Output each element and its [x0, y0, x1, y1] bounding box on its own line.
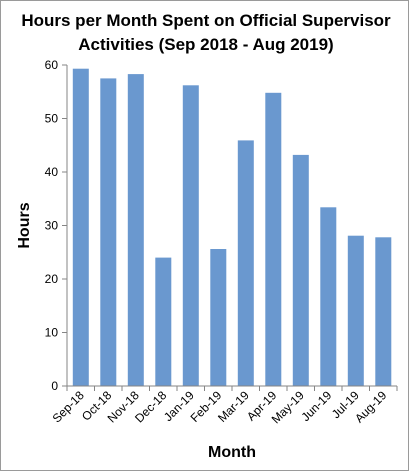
y-tick-label: 40: [45, 165, 59, 179]
bar: [265, 92, 282, 387]
bar: [320, 207, 337, 386]
x-tick-label: Mar-19: [215, 388, 252, 425]
chart-title: Hours per Month Spent on Official Superv…: [11, 9, 401, 57]
x-axis-title: Month: [208, 444, 256, 461]
bar: [347, 235, 364, 386]
y-tick-label: 60: [45, 58, 59, 72]
y-tick-label: 20: [45, 272, 59, 286]
x-tick-label: Dec-18: [132, 388, 169, 425]
bar: [127, 74, 144, 386]
bar: [182, 85, 199, 387]
bar: [72, 68, 89, 386]
y-tick-label: 0: [51, 379, 58, 393]
y-tick-label: 50: [45, 112, 59, 126]
bar: [375, 237, 392, 386]
x-tick-label: Jun-19: [299, 388, 335, 424]
chart-title-line-2: Activities (Sep 2018 - Aug 2019): [78, 35, 334, 54]
bar: [292, 154, 309, 386]
bar: [155, 257, 172, 386]
bar: [100, 78, 117, 387]
bar: [237, 140, 254, 386]
bar: [210, 249, 227, 386]
plot-area: 0102030405060Sep-18Oct-18Nov-18Dec-18Jan…: [45, 58, 398, 426]
x-tick-label: Aug-19: [352, 388, 389, 425]
chart-title-line-1: Hours per Month Spent on Official Superv…: [21, 11, 391, 30]
y-axis-title: Hours: [16, 202, 33, 248]
y-tick-label: 10: [45, 326, 59, 340]
y-tick-label: 30: [45, 219, 59, 233]
x-tick-label: Sep-18: [50, 388, 87, 425]
